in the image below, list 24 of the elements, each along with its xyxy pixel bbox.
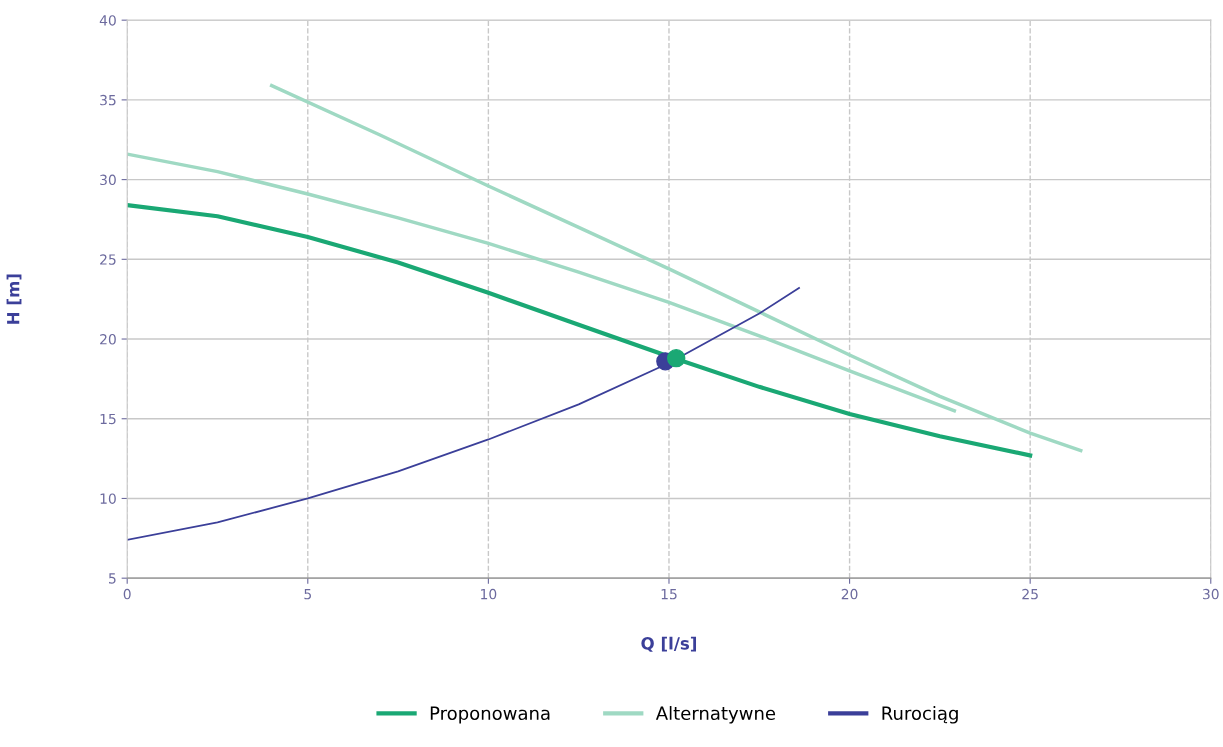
y-tick-label: 5 xyxy=(109,573,116,584)
line-series xyxy=(127,203,1033,458)
x-tick-label: 10 xyxy=(481,588,497,600)
y-tick-label: 40 xyxy=(99,15,116,26)
y-tick-label: 35 xyxy=(100,94,116,106)
x-tick-label: 25 xyxy=(1022,588,1038,600)
x-tick-label: 5 xyxy=(304,589,311,600)
line-series xyxy=(127,287,800,541)
legend-label: Alternatywne xyxy=(655,706,776,724)
y-tick-label: 30 xyxy=(100,174,116,186)
legend-label: Proponowana xyxy=(430,706,550,724)
y-tick-label: 15 xyxy=(100,413,116,425)
y-tick-label: 20 xyxy=(100,334,116,345)
y-tick-label: 25 xyxy=(100,254,116,265)
x-tick-label: 0 xyxy=(123,588,131,600)
x-tick-label: 30 xyxy=(1202,588,1219,600)
legend-label: Rurociąg xyxy=(882,706,958,724)
x-tick-label: 20 xyxy=(841,588,858,600)
y-axis-title: H [m] xyxy=(6,274,22,324)
y-tick-label: 10 xyxy=(100,493,116,504)
x-axis-title: Q [l/s] xyxy=(641,636,697,652)
line-series xyxy=(127,152,957,413)
x-tick-label: 15 xyxy=(661,589,677,600)
line-series xyxy=(269,83,1083,453)
